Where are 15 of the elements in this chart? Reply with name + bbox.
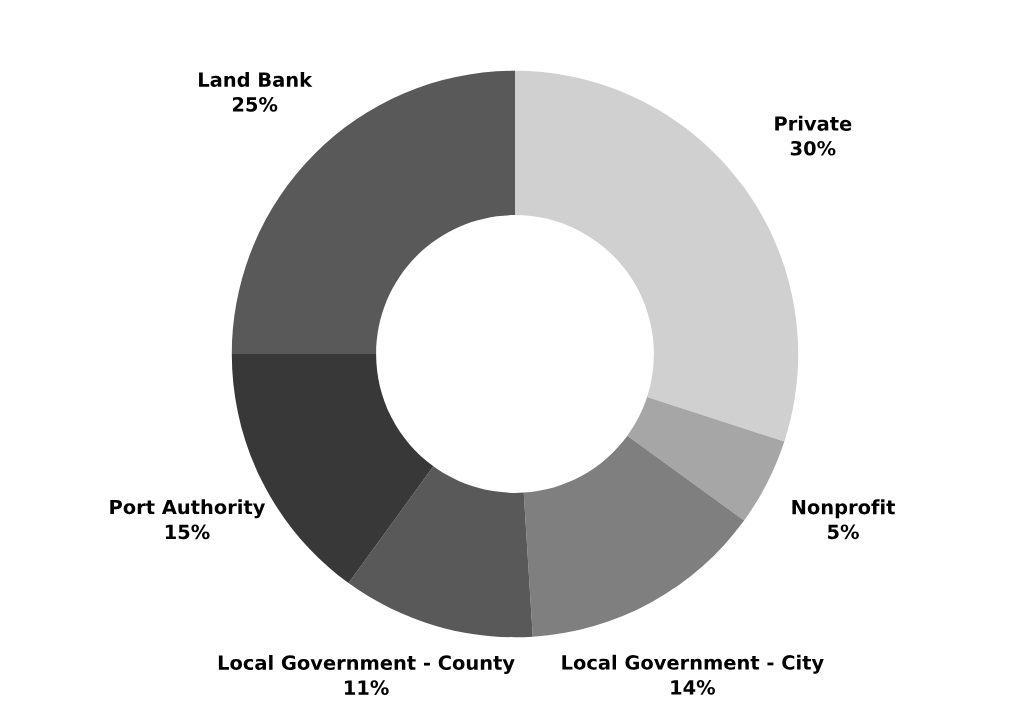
slice-label: Private [775,115,852,131]
donut-slice [523,435,745,637]
slice-label: Nonprofit [792,499,895,519]
slice-label: Port Authority [110,499,266,519]
slice-label: Land Bank [199,71,313,87]
donut-slice [348,466,533,638]
data-label: 5% [828,524,859,540]
donut-slice [627,396,785,521]
data-label: 11% [344,680,389,695]
data-label: 14% [671,680,716,695]
data-label: 25% [232,96,278,112]
data-label: 15% [165,524,210,540]
slice-label: Local Government - City [562,654,824,674]
slice-label: Local Government - County [218,655,515,674]
data-label: 30% [790,140,836,156]
